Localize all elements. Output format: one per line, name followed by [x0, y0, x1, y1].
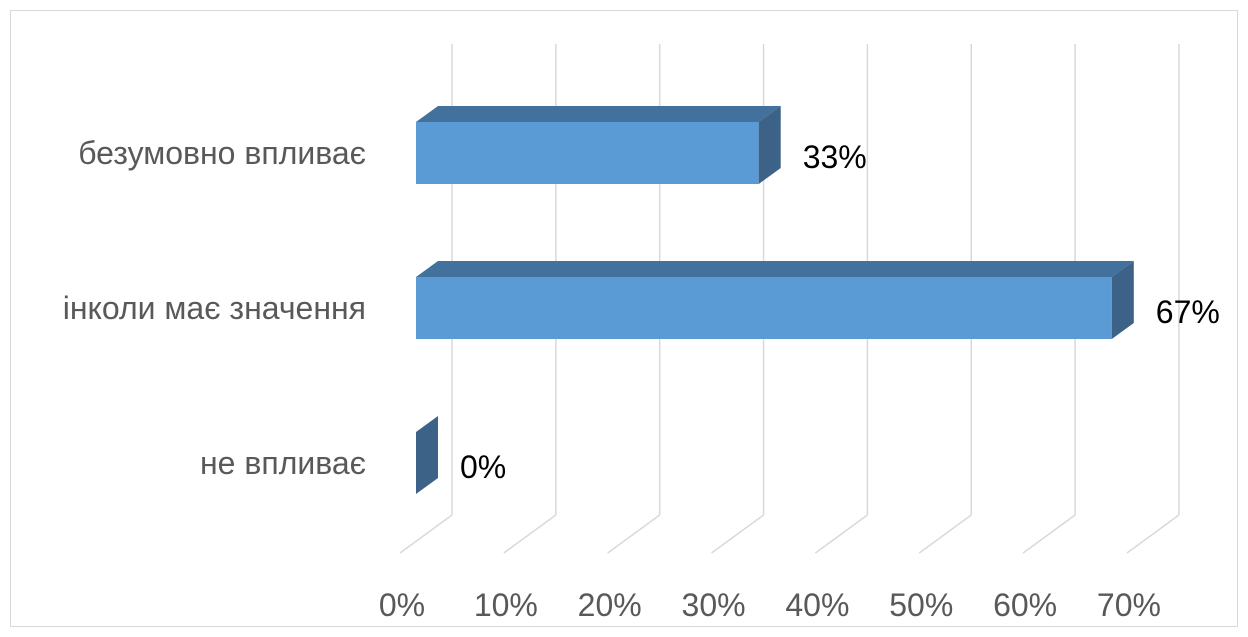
x-tick-label: 10%	[474, 587, 538, 623]
category-label: безумовно впливає	[78, 135, 366, 171]
x-tick-label: 20%	[578, 587, 642, 623]
bar-side-2	[416, 416, 438, 494]
floor-gridline-0	[399, 514, 453, 554]
x-tick-label: 50%	[889, 587, 953, 623]
x-tick-label: 60%	[993, 587, 1057, 623]
bar-side-1	[1111, 261, 1134, 339]
x-tick-label: 70%	[1097, 587, 1161, 623]
floor-gridline-60	[1022, 514, 1076, 554]
floor-gridline-10	[503, 514, 557, 554]
floor-gridline-50	[918, 514, 972, 554]
bar-top-0	[416, 106, 781, 122]
x-tick-label: 30%	[682, 587, 746, 623]
bar-top-1	[416, 261, 1134, 277]
bars	[416, 106, 1134, 494]
bar	[416, 122, 759, 184]
x-tick-label: 40%	[785, 587, 849, 623]
floor-gridline-20	[607, 514, 661, 554]
floor-gridline-30	[711, 514, 764, 554]
floor-gridline-40	[814, 514, 868, 554]
x-tick-label: 0%	[379, 587, 425, 623]
labels: 0% 10% 20% 30% 40% 50% 60% 70% безумовно впливає…	[63, 135, 1220, 623]
data-label: 67%	[1156, 294, 1220, 330]
category-label: не впливає	[200, 445, 366, 481]
bar-side-0	[758, 106, 781, 184]
data-label: 0%	[460, 449, 506, 485]
data-label: 33%	[803, 139, 867, 175]
category-label: інколи має значення	[63, 290, 366, 326]
bar	[416, 277, 1112, 339]
floor-gridline-70	[1126, 514, 1180, 554]
